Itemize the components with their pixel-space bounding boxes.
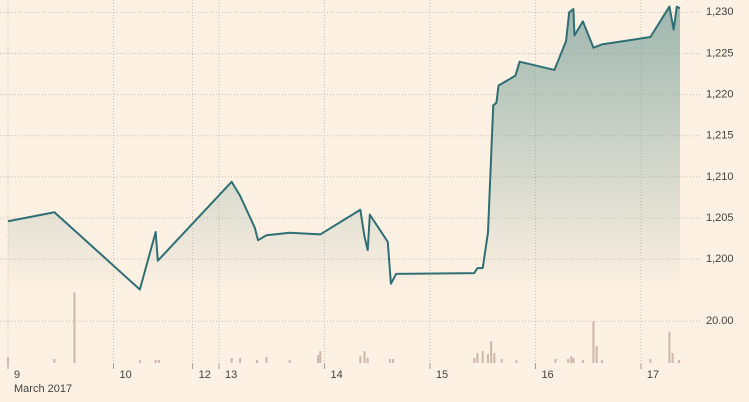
volume-bar (366, 357, 369, 363)
volume-bar (649, 359, 652, 363)
x-tick-label: 9 (14, 369, 20, 381)
volume-bar (392, 359, 395, 363)
volume-bar (572, 357, 575, 363)
volume-bar (157, 360, 160, 363)
volume-bar (595, 346, 598, 363)
x-tick-label: 10 (119, 369, 131, 381)
x-tick-label: 17 (647, 369, 659, 381)
volume-bar (677, 360, 680, 363)
volume-bar (138, 360, 141, 363)
volume-bar (592, 321, 595, 363)
volume-bar (481, 351, 484, 363)
y-tick-label: 1,205 (706, 212, 734, 224)
volume-bar (490, 341, 493, 363)
x-axis-label: March 2017 (14, 383, 72, 395)
y-tick-label: 1,220 (706, 88, 734, 100)
volume-bar (53, 359, 56, 363)
volume-bar (317, 355, 320, 363)
volume-bar (570, 356, 573, 363)
y-tick-label: 1,210 (706, 171, 734, 183)
x-tick-label: 16 (541, 369, 553, 381)
volume-bar (359, 356, 362, 363)
volume-bar (255, 360, 258, 363)
volume-bar (486, 354, 489, 363)
volume-bar (265, 356, 268, 363)
volume-bar (288, 360, 291, 363)
volume-bar (154, 360, 157, 363)
volume-bar (388, 359, 391, 363)
volume-bar (493, 352, 496, 363)
volume-bar (319, 351, 322, 363)
volume-bar (7, 357, 9, 363)
volume-bar (668, 332, 671, 363)
area (8, 6, 680, 292)
volume-bar (476, 352, 479, 363)
volume-bar (500, 359, 503, 363)
volume-bar (581, 360, 584, 363)
y-tick-label: 1,215 (706, 130, 734, 142)
y-tick-label: 1,200 (706, 253, 734, 265)
volume-bar (515, 360, 518, 363)
x-tick-label: 14 (330, 369, 342, 381)
line (7, 5, 681, 291)
volume-bar (230, 357, 233, 363)
x-tick-label: 12 (199, 369, 211, 381)
volume-bar (567, 359, 570, 363)
volume-bar (73, 292, 76, 363)
x-tick-label: 15 (436, 369, 448, 381)
volume-bar (671, 352, 674, 363)
y-tick-label: 1,230 (706, 6, 734, 18)
volume-bar (554, 359, 557, 363)
volume-bar (239, 357, 242, 363)
volume-bar (363, 351, 366, 363)
y-tick-label: 20.00 (706, 315, 734, 327)
y-tick-label: 1,225 (706, 47, 734, 59)
x-tick-label: 13 (225, 369, 237, 381)
volume-bar (473, 357, 476, 363)
volume-bar (600, 360, 603, 363)
